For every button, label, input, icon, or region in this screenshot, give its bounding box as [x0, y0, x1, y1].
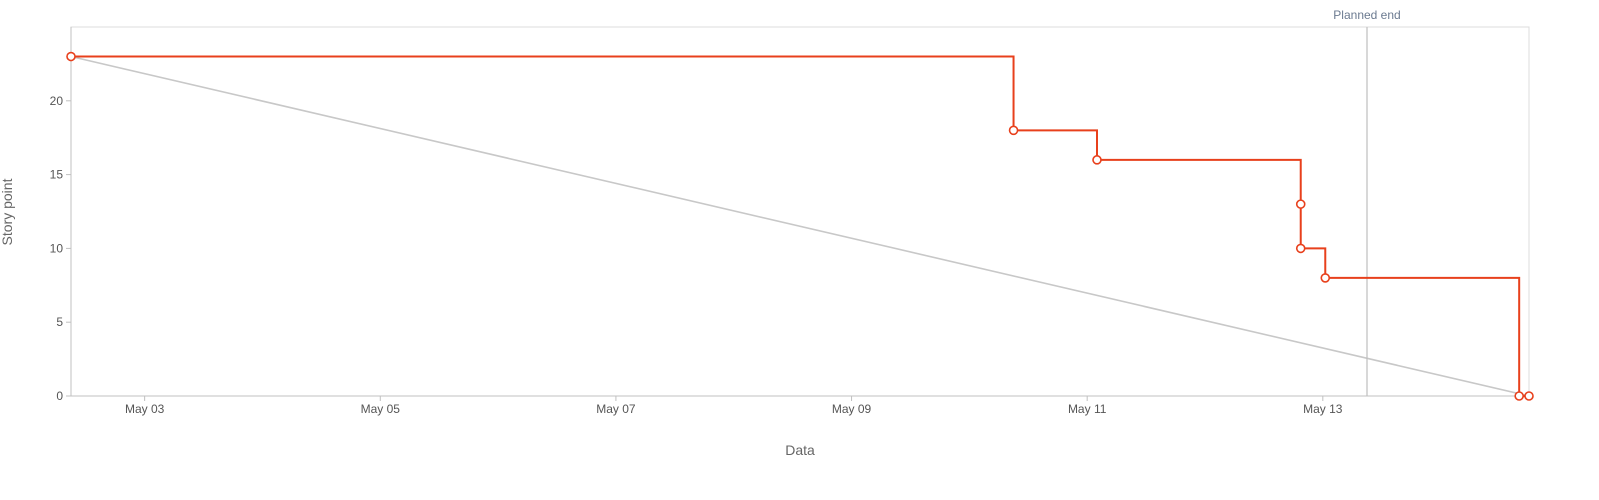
data-point-marker[interactable]: [66, 51, 76, 62]
x-tick-label: May 03: [125, 402, 165, 416]
x-tick-label: May 13: [1303, 402, 1343, 416]
y-axis-title: Story point: [0, 178, 15, 245]
data-point-marker[interactable]: [1008, 125, 1019, 136]
y-tick-label: 10: [50, 241, 64, 255]
ideal-burndown-line: [70, 55, 1530, 397]
data-point-marker[interactable]: [1514, 391, 1524, 401]
data-point-marker[interactable]: [1092, 155, 1102, 165]
y-tick-label: 20: [50, 94, 64, 108]
plot-frame: [70, 26, 1530, 397]
x-axis-title: Data: [785, 442, 815, 458]
y-tick-label: 5: [56, 315, 63, 329]
planned-end-label: Planned end: [1333, 8, 1400, 22]
data-point-marker[interactable]: [1320, 273, 1331, 283]
x-tick-label: May 07: [596, 402, 636, 416]
data-point-marker[interactable]: [1295, 243, 1306, 254]
data-point-marker[interactable]: [1524, 391, 1534, 401]
y-tick-label: 0: [56, 389, 63, 403]
data-point-marker[interactable]: [1295, 199, 1306, 209]
x-tick-label: May 05: [361, 402, 401, 416]
x-tick-label: May 09: [832, 402, 872, 416]
y-tick-label: 15: [50, 168, 64, 182]
x-tick-label: May 11: [1068, 402, 1107, 416]
